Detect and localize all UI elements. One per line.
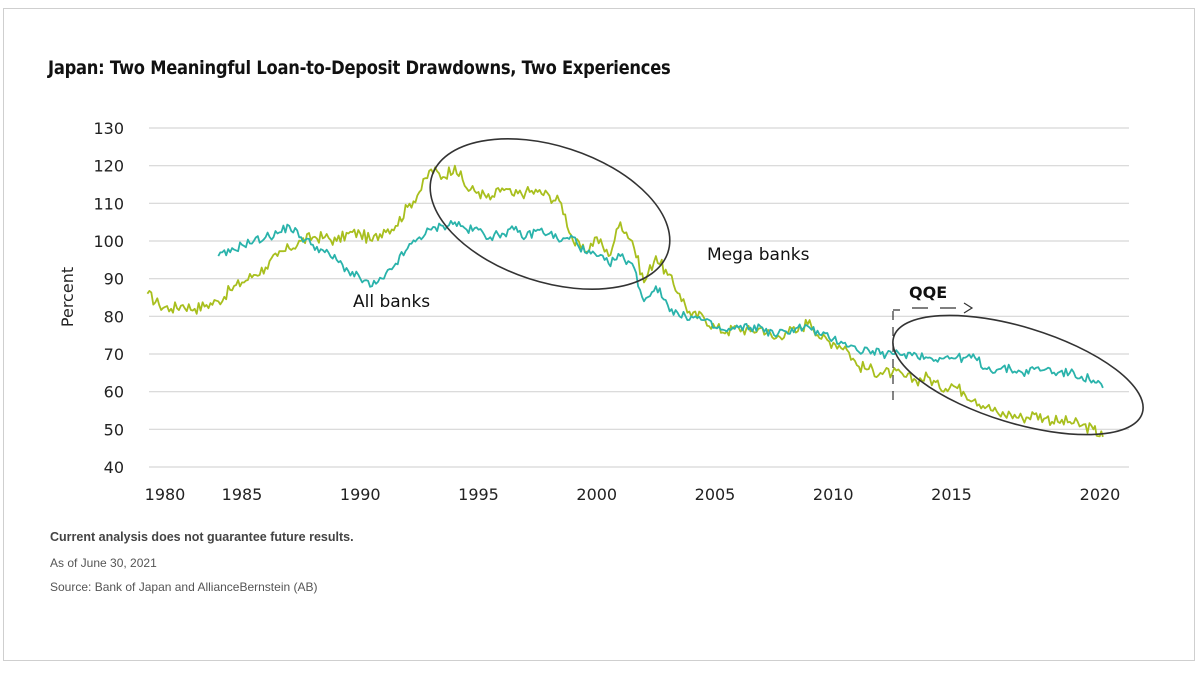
y-tick-label: 110 bbox=[93, 194, 124, 213]
series-line-mega-banks bbox=[146, 164, 1104, 438]
label-all-banks: All banks bbox=[353, 292, 430, 312]
y-tick-label: 80 bbox=[104, 307, 124, 326]
as-of-date: As of June 30, 2021 bbox=[50, 556, 157, 570]
y-tick-label: 70 bbox=[104, 345, 124, 364]
ellipse-qqe-drawdown bbox=[892, 314, 1144, 436]
series-lines bbox=[146, 164, 1104, 438]
ellipse-1990s-drawdown bbox=[429, 138, 671, 290]
qqe-marker-line bbox=[892, 309, 900, 400]
x-tick-label: 2010 bbox=[813, 485, 854, 504]
x-tick-label: 1990 bbox=[340, 485, 381, 504]
y-axis-ticks: 40 50 60 70 80 90 100 110 120 130 bbox=[93, 119, 124, 477]
source-note: Source: Bank of Japan and AllianceBernst… bbox=[50, 580, 318, 594]
x-tick-label: 2020 bbox=[1080, 485, 1121, 504]
y-tick-label: 50 bbox=[104, 420, 124, 439]
y-axis-label: Percent bbox=[58, 267, 77, 327]
disclaimer-note: Current analysis does not guarantee futu… bbox=[50, 530, 354, 544]
x-tick-label: 1980 bbox=[145, 485, 186, 504]
x-tick-label: 2005 bbox=[695, 485, 736, 504]
x-axis-ticks: 1980 1985 1990 1995 2000 2005 2010 2015 2020 bbox=[145, 485, 1121, 504]
y-tick-label: 60 bbox=[104, 383, 124, 402]
y-tick-label: 100 bbox=[93, 232, 124, 251]
y-tick-label: 90 bbox=[104, 270, 124, 289]
label-qqe: QQE bbox=[909, 283, 947, 302]
chart-title: Japan: Two Meaningful Loan-to-Deposit Dr… bbox=[48, 57, 671, 79]
qqe-arrow-head bbox=[963, 302, 974, 314]
x-tick-label: 1995 bbox=[458, 485, 499, 504]
x-tick-label: 2000 bbox=[576, 485, 617, 504]
y-tick-label: 130 bbox=[93, 119, 124, 138]
gridlines bbox=[149, 127, 1129, 468]
label-mega-banks: Mega banks bbox=[707, 245, 810, 265]
chart-frame bbox=[3, 8, 1195, 661]
series-line-all-banks bbox=[217, 220, 1104, 389]
annotations: All banks Mega banks QQE bbox=[353, 138, 1144, 436]
x-tick-label: 1985 bbox=[222, 485, 263, 504]
y-tick-label: 40 bbox=[104, 458, 124, 477]
x-tick-label: 2015 bbox=[931, 485, 972, 504]
y-tick-label: 120 bbox=[93, 157, 124, 176]
